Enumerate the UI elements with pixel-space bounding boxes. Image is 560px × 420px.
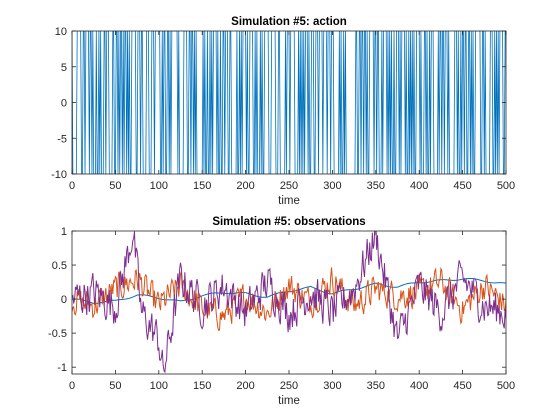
observations-x-tick-label: 0 — [69, 380, 75, 392]
observations-y-tick-label: -0.5 — [48, 328, 67, 340]
observations-x-label: time — [278, 395, 300, 407]
observation-series-2-line — [72, 266, 506, 331]
action-y-ticks: 10 5 0 -5 -10 — [51, 26, 506, 181]
action-x-tick-label: 0 — [69, 180, 75, 192]
observations-x-tick-label: 350 — [367, 380, 385, 392]
observations-title: Simulation #5: observations — [212, 216, 365, 228]
observations-y-tick-label: 1 — [61, 226, 67, 238]
observations-x-tick-label: 200 — [236, 380, 254, 392]
action-y-tick-label: 5 — [61, 62, 67, 74]
observations-x-tick-label: 250 — [280, 380, 298, 392]
observations-y-tick-label: 0.5 — [52, 260, 67, 272]
observations-plot-area — [72, 231, 506, 374]
action-series — [72, 31, 506, 174]
action-y-tick-label: 0 — [61, 98, 67, 110]
observations-x-tick-label: 100 — [150, 380, 168, 392]
observations-series — [72, 231, 506, 374]
action-x-ticks: 0 50 100 150 200 250 300 350 400 450 500 — [69, 31, 515, 192]
action-y-tick-label: -5 — [57, 133, 67, 145]
observations-x-tick-label: 50 — [109, 380, 121, 392]
action-x-tick-label: 200 — [236, 180, 254, 192]
action-axes: Simulation #5: action 0 50 100 150 200 250 300… — [51, 16, 515, 207]
action-y-tick-label: -10 — [51, 169, 67, 181]
action-x-tick-label: 400 — [410, 180, 428, 192]
action-x-tick-label: 450 — [453, 180, 471, 192]
observations-x-ticks: 0 50 100 150 200 250 300 350 400 450 500 — [69, 231, 515, 392]
action-x-tick-label: 100 — [150, 180, 168, 192]
action-x-tick-label: 150 — [193, 180, 211, 192]
observations-x-tick-label: 400 — [410, 380, 428, 392]
action-x-tick-label: 500 — [497, 180, 515, 192]
action-y-tick-label: 10 — [55, 26, 67, 38]
observations-y-ticks: 1 0.5 0 -0.5 -1 — [48, 226, 506, 374]
action-x-tick-label: 300 — [323, 180, 341, 192]
observations-x-tick-label: 150 — [193, 380, 211, 392]
action-x-label: time — [278, 195, 300, 207]
observations-x-tick-label: 300 — [323, 380, 341, 392]
action-x-tick-label: 50 — [109, 180, 121, 192]
observations-y-tick-label: 0 — [61, 294, 67, 306]
action-x-tick-label: 250 — [280, 180, 298, 192]
observations-axes: Simulation #5: observations 0 50 100 150 200… — [48, 216, 515, 407]
action-title: Simulation #5: action — [231, 16, 347, 28]
observations-y-tick-label: -1 — [57, 362, 67, 374]
observations-x-tick-label: 500 — [497, 380, 515, 392]
observation-series-3-line — [72, 231, 506, 374]
action-x-tick-label: 350 — [367, 180, 385, 192]
action-series-line — [72, 31, 506, 174]
observations-x-tick-label: 450 — [453, 380, 471, 392]
